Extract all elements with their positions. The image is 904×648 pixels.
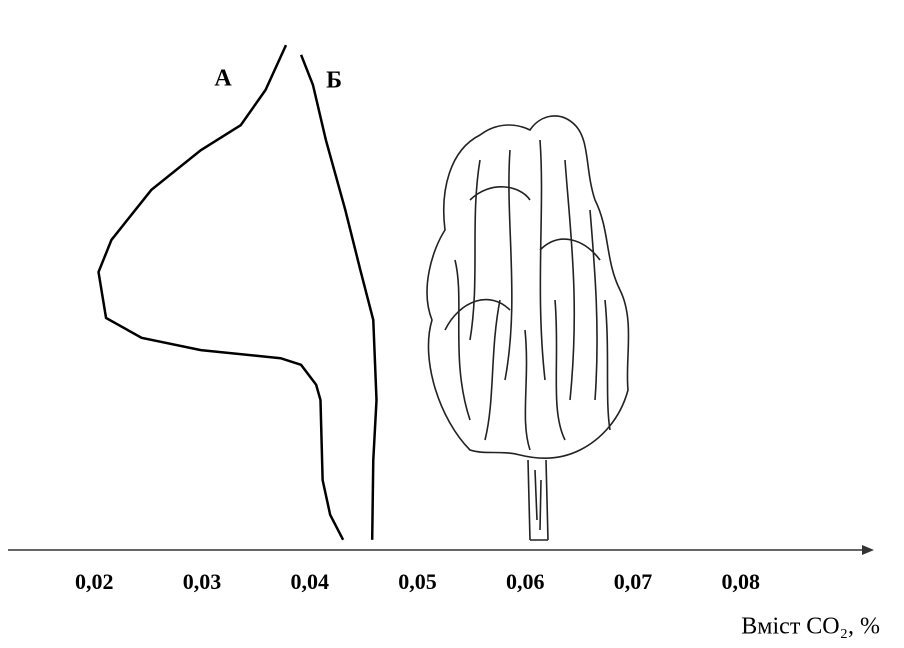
x-tick-label: 0,05	[398, 569, 437, 594]
x-tick-label: 0,03	[183, 569, 222, 594]
x-tick-label: 0,04	[290, 569, 329, 594]
tree-crown	[426, 115, 630, 460]
tree-trunk-texture	[534, 469, 542, 531]
series-label: А	[214, 66, 232, 92]
series-label: Б	[326, 67, 342, 93]
series-line	[299, 54, 378, 540]
x-axis-label: Вміст CO₂, %	[741, 614, 880, 640]
x-tick-label: 0,02	[75, 569, 114, 594]
tree-illustration	[426, 115, 630, 541]
x-tick-label: 0,07	[614, 569, 653, 594]
series-line	[97, 44, 345, 541]
x-tick-label: 0,08	[721, 569, 760, 594]
x-axis-arrow	[862, 545, 874, 555]
tree-branches	[444, 139, 611, 451]
x-tick-label: 0,06	[506, 569, 545, 594]
tree-trunk	[527, 459, 549, 541]
